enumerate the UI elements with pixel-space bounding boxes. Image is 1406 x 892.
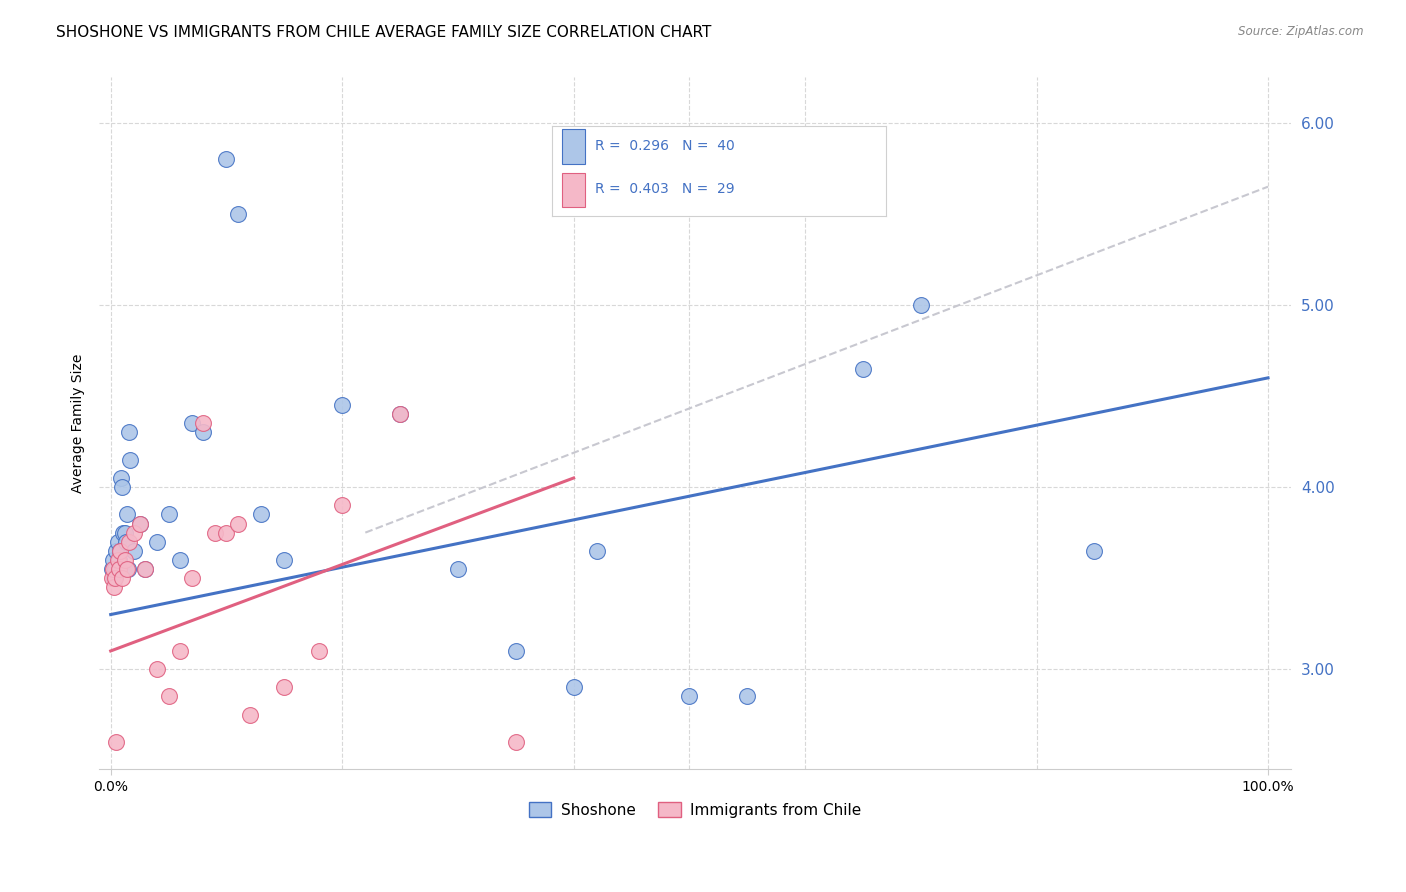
Point (103, 571, 125, 585)
Point (103, 580, 125, 594)
Point (157, 508, 180, 522)
Point (128, 516, 150, 531)
Point (115, 562, 138, 576)
Point (215, 525, 238, 540)
Point (169, 644, 191, 658)
Point (107, 562, 129, 576)
Point (101, 562, 124, 576)
Point (226, 516, 249, 531)
Point (585, 544, 607, 558)
Point (562, 681, 585, 695)
Point (117, 562, 139, 576)
Point (111, 571, 134, 585)
Point (852, 361, 875, 376)
Point (104, 571, 127, 585)
Point (169, 553, 191, 567)
Point (389, 407, 412, 421)
Y-axis label: Average Family Size: Average Family Size (72, 354, 86, 493)
Text: Source: ZipAtlas.com: Source: ZipAtlas.com (1239, 25, 1364, 38)
Point (110, 471, 132, 485)
Point (112, 525, 135, 540)
Point (193, 417, 215, 431)
Point (101, 553, 124, 567)
Point (193, 425, 215, 440)
Point (735, 690, 758, 704)
Point (180, 571, 202, 585)
Point (118, 534, 141, 549)
Point (120, 452, 142, 467)
Point (215, 153, 238, 167)
Point (157, 690, 180, 704)
Point (1083, 544, 1105, 558)
Point (128, 516, 150, 531)
Point (122, 544, 145, 558)
Point (330, 398, 353, 412)
Point (108, 544, 131, 558)
Legend: Shoshone, Immigrants from Chile: Shoshone, Immigrants from Chile (523, 796, 868, 824)
Point (273, 681, 295, 695)
Point (505, 644, 527, 658)
Point (107, 534, 129, 549)
Point (250, 508, 273, 522)
Point (389, 407, 412, 421)
Point (114, 534, 136, 549)
Point (239, 707, 262, 722)
Point (134, 562, 156, 576)
Point (447, 562, 470, 576)
Point (226, 207, 249, 221)
Point (104, 562, 127, 576)
Point (122, 525, 145, 540)
Point (910, 298, 932, 312)
Point (105, 544, 128, 558)
Text: SHOSHONE VS IMMIGRANTS FROM CHILE AVERAGE FAMILY SIZE CORRELATION CHART: SHOSHONE VS IMMIGRANTS FROM CHILE AVERAG… (56, 25, 711, 40)
Point (273, 553, 295, 567)
Point (101, 562, 124, 576)
Point (330, 498, 353, 512)
Point (108, 544, 131, 558)
Point (308, 644, 330, 658)
Point (118, 425, 141, 440)
Point (146, 662, 169, 676)
Point (107, 553, 129, 567)
Point (101, 571, 124, 585)
Point (204, 525, 226, 540)
Point (114, 553, 136, 567)
Point (111, 480, 134, 494)
Point (105, 735, 128, 749)
Point (505, 735, 527, 749)
Point (115, 508, 138, 522)
Point (678, 690, 700, 704)
Point (146, 534, 169, 549)
Point (114, 525, 136, 540)
Point (134, 562, 156, 576)
Point (180, 417, 202, 431)
Point (107, 553, 129, 567)
